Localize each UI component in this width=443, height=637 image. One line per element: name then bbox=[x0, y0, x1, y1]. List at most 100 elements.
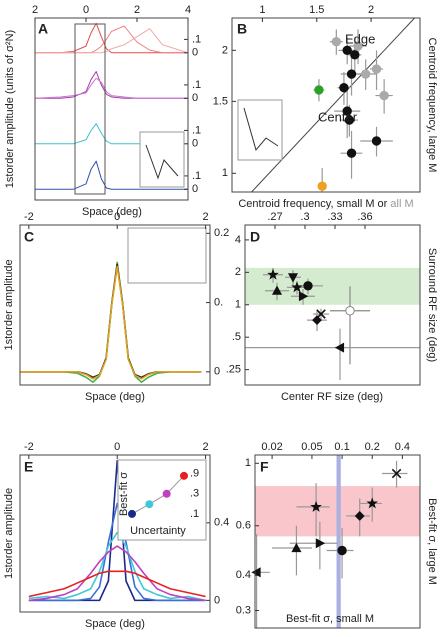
inset-curve bbox=[243, 107, 279, 152]
point bbox=[342, 106, 352, 116]
x-tick-label: 0 bbox=[114, 441, 120, 453]
plot-frame bbox=[231, 17, 421, 193]
x-tick-label: 0.1 bbox=[334, 441, 349, 453]
panel-label: D bbox=[250, 229, 260, 245]
x-tick-label: 0.02 bbox=[261, 441, 282, 453]
x-tick-label: 2 bbox=[134, 4, 140, 16]
point bbox=[346, 69, 357, 79]
x-tick-label: 0 bbox=[83, 4, 89, 16]
y-tick-label: 0. bbox=[214, 296, 223, 308]
point bbox=[314, 85, 324, 95]
x-tick-label: 2 bbox=[368, 4, 374, 16]
point bbox=[303, 281, 313, 291]
x-tick-label: .36 bbox=[357, 211, 372, 223]
y-tick-label: 0 bbox=[214, 594, 220, 606]
y-tick-label: 0 bbox=[192, 183, 198, 195]
y-tick-label: 0.4 bbox=[214, 517, 229, 529]
inset-tick-label: .9 bbox=[190, 468, 199, 480]
inset-y-label: Best-fit σ bbox=[118, 472, 130, 516]
vband bbox=[336, 455, 341, 628]
x-axis-label: Best-fit σ, small M bbox=[286, 613, 374, 625]
x-axis-label-part: all M bbox=[390, 198, 413, 210]
x-axis-label: Center RF size (deg) bbox=[281, 391, 383, 403]
inset-box bbox=[237, 99, 283, 161]
point bbox=[354, 511, 365, 521]
inset-tick-label: .3 bbox=[190, 488, 199, 500]
x-tick-label: 0.4 bbox=[395, 441, 410, 453]
inset-x-label: Uncertainty bbox=[130, 525, 186, 537]
point bbox=[291, 281, 303, 293]
x-tick-label: -2 bbox=[24, 441, 34, 453]
y-tick-label: 2 bbox=[235, 266, 241, 278]
plot-frame bbox=[34, 17, 189, 201]
y-axis-label: Centroid frequency, large M bbox=[426, 38, 438, 173]
point bbox=[371, 64, 382, 74]
inset-box bbox=[139, 131, 185, 188]
inset-tick-label: .1 bbox=[190, 508, 199, 520]
y-tick-label: .25 bbox=[226, 364, 241, 376]
inset-point bbox=[128, 509, 136, 518]
x-tick-label: .27 bbox=[267, 211, 282, 223]
point bbox=[339, 83, 349, 93]
point bbox=[310, 500, 322, 512]
point bbox=[315, 538, 326, 549]
panel-label: F bbox=[260, 459, 269, 475]
x-tick-label: 4 bbox=[185, 4, 191, 16]
plot-area bbox=[20, 261, 202, 384]
data-line bbox=[28, 531, 206, 602]
plot-area bbox=[245, 267, 420, 381]
point bbox=[345, 306, 355, 316]
point bbox=[334, 342, 345, 353]
x-axis-label: Centroid frequency, small M or all M bbox=[238, 198, 413, 210]
data-line bbox=[35, 77, 188, 99]
annotation: Edge bbox=[345, 31, 375, 46]
inset-point bbox=[162, 489, 171, 498]
y-tick-label: 0 bbox=[192, 92, 198, 104]
plot-frame bbox=[19, 224, 211, 386]
annotation: Center bbox=[318, 109, 358, 124]
x-tick-label: 1 bbox=[259, 4, 265, 16]
y-tick-label: .1 bbox=[192, 79, 201, 91]
x-tick-label: .3 bbox=[300, 211, 309, 223]
x-tick-label: 2 bbox=[203, 441, 209, 453]
y-tick-label: .1 bbox=[192, 124, 201, 136]
y-axis-label: 1storder amplitude bbox=[3, 488, 15, 579]
inset-box bbox=[117, 459, 207, 541]
point bbox=[287, 273, 299, 283]
x-tick-label: 0 bbox=[114, 211, 120, 223]
plot-area bbox=[255, 455, 420, 628]
x-tick-label: 0.05 bbox=[301, 441, 322, 453]
x-tick-label: -2 bbox=[24, 211, 34, 223]
x-axis-label: Space (deg) bbox=[85, 618, 145, 630]
y-tick-label: 4 bbox=[235, 234, 241, 246]
point bbox=[298, 291, 309, 302]
x-tick-label: .33 bbox=[327, 211, 342, 223]
panel-label: C bbox=[24, 229, 34, 245]
x-axis-label-part: Centroid frequency, small M or bbox=[238, 198, 390, 210]
inset-point bbox=[145, 500, 154, 509]
point bbox=[346, 148, 357, 158]
point bbox=[360, 69, 371, 79]
point bbox=[391, 468, 402, 479]
plot-frame bbox=[19, 454, 211, 613]
point bbox=[371, 136, 382, 146]
y-tick-label: 2 bbox=[222, 44, 228, 56]
y-tick-label: .1 bbox=[192, 33, 201, 45]
y-axis-label: Best-fit σ, large M bbox=[426, 498, 438, 585]
y-tick-label: 0.3 bbox=[236, 604, 251, 616]
y-axis-label: 1storder amplitude bbox=[3, 259, 15, 350]
point bbox=[379, 90, 389, 101]
point bbox=[267, 268, 279, 280]
data-line bbox=[20, 265, 202, 380]
panel-label: A bbox=[38, 21, 48, 37]
panel-label: B bbox=[237, 21, 247, 37]
identity-line bbox=[251, 18, 415, 192]
data-line bbox=[28, 502, 206, 602]
data-line bbox=[35, 28, 188, 54]
inset-line bbox=[131, 475, 185, 515]
point bbox=[331, 36, 342, 47]
point bbox=[353, 41, 363, 51]
point bbox=[251, 567, 261, 578]
point bbox=[342, 45, 352, 56]
